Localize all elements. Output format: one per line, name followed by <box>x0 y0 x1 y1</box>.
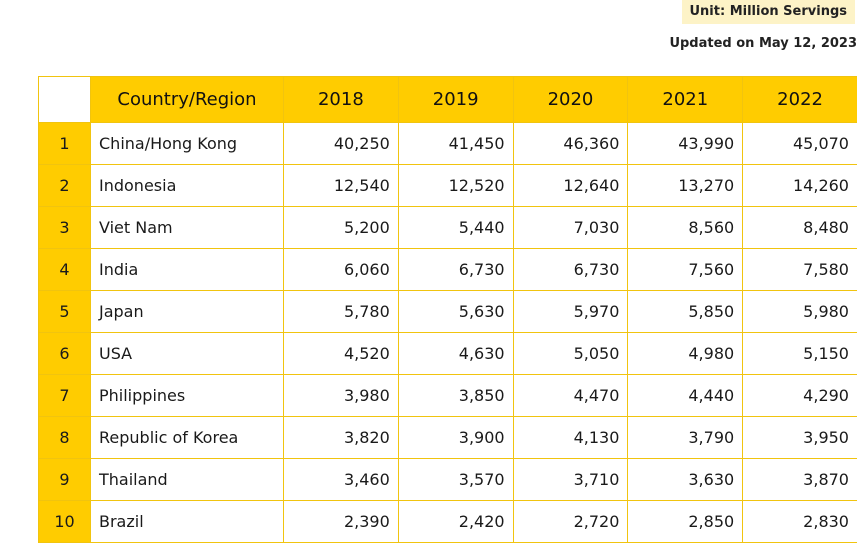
value-cell: 4,470 <box>512 374 629 417</box>
rank-cell: 6 <box>38 332 91 375</box>
value-cell: 6,060 <box>283 248 399 291</box>
value-cell: 5,630 <box>397 290 514 333</box>
value-cell: 12,640 <box>512 164 629 207</box>
value-cell: 3,710 <box>512 458 629 501</box>
table-row: 8 Republic of Korea 3,820 3,900 4,130 3,790 3,… <box>38 416 857 459</box>
rank-cell: 9 <box>38 458 91 501</box>
value-cell: 3,950 <box>742 416 857 459</box>
value-cell: 7,580 <box>742 248 857 291</box>
rank-cell: 2 <box>38 164 91 207</box>
country-cell: China/Hong Kong <box>90 122 284 165</box>
value-cell: 14,260 <box>742 164 857 207</box>
value-cell: 2,850 <box>627 500 744 543</box>
header-row: Country/Region 2018 2019 2020 2021 2022 <box>38 76 857 123</box>
value-cell: 2,720 <box>512 500 629 543</box>
value-cell: 4,980 <box>627 332 744 375</box>
country-cell: USA <box>90 332 284 375</box>
header-year: 2019 <box>397 76 514 123</box>
value-cell: 3,820 <box>283 416 399 459</box>
country-cell: Thailand <box>90 458 284 501</box>
header-country: Country/Region <box>90 76 284 123</box>
value-cell: 8,480 <box>742 206 857 249</box>
value-cell: 3,790 <box>627 416 744 459</box>
value-cell: 5,150 <box>742 332 857 375</box>
value-cell: 5,050 <box>512 332 629 375</box>
value-cell: 12,540 <box>283 164 399 207</box>
value-cell: 5,780 <box>283 290 399 333</box>
table-row: 2 Indonesia 12,540 12,520 12,640 13,270 14,260 <box>38 164 857 207</box>
rank-cell: 7 <box>38 374 91 417</box>
header-rank <box>38 76 91 123</box>
table-body: 1 China/Hong Kong 40,250 41,450 46,360 43,990… <box>38 122 857 543</box>
value-cell: 3,460 <box>283 458 399 501</box>
value-cell: 4,520 <box>283 332 399 375</box>
header-year: 2020 <box>512 76 629 123</box>
table-row: 6 USA 4,520 4,630 5,050 4,980 5,150 <box>38 332 857 375</box>
value-cell: 3,870 <box>742 458 857 501</box>
header-year: 2022 <box>742 76 857 123</box>
value-cell: 8,560 <box>627 206 744 249</box>
value-cell: 43,990 <box>627 122 744 165</box>
header-year: 2021 <box>627 76 744 123</box>
country-cell: Japan <box>90 290 284 333</box>
value-cell: 7,560 <box>627 248 744 291</box>
country-cell: Brazil <box>90 500 284 543</box>
value-cell: 13,270 <box>627 164 744 207</box>
value-cell: 4,630 <box>397 332 514 375</box>
value-cell: 4,440 <box>627 374 744 417</box>
value-cell: 12,520 <box>397 164 514 207</box>
value-cell: 6,730 <box>397 248 514 291</box>
country-cell: Philippines <box>90 374 284 417</box>
rank-cell: 4 <box>38 248 91 291</box>
rank-cell: 3 <box>38 206 91 249</box>
table-row: 9 Thailand 3,460 3,570 3,710 3,630 3,870 <box>38 458 857 501</box>
value-cell: 3,850 <box>397 374 514 417</box>
country-cell: Republic of Korea <box>90 416 284 459</box>
value-cell: 5,200 <box>283 206 399 249</box>
value-cell: 2,390 <box>283 500 399 543</box>
country-cell: Indonesia <box>90 164 284 207</box>
value-cell: 5,440 <box>397 206 514 249</box>
table-row: 4 India 6,060 6,730 6,730 7,560 7,580 <box>38 248 857 291</box>
ranking-table: Country/Region 2018 2019 2020 2021 2022 … <box>38 76 857 543</box>
unit-badge: Unit: Million Servings <box>681 0 855 24</box>
table-row: 7 Philippines 3,980 3,850 4,470 4,440 4,290 <box>38 374 857 417</box>
rank-cell: 8 <box>38 416 91 459</box>
value-cell: 2,830 <box>742 500 857 543</box>
value-cell: 3,570 <box>397 458 514 501</box>
country-cell: India <box>90 248 284 291</box>
table-row: 10 Brazil 2,390 2,420 2,720 2,850 2,830 <box>38 500 857 543</box>
table-row: 1 China/Hong Kong 40,250 41,450 46,360 43,990… <box>38 122 857 165</box>
updated-date: Updated on May 12, 2023 <box>669 36 857 51</box>
value-cell: 7,030 <box>512 206 629 249</box>
value-cell: 4,290 <box>742 374 857 417</box>
rank-cell: 5 <box>38 290 91 333</box>
value-cell: 5,970 <box>512 290 629 333</box>
value-cell: 5,980 <box>742 290 857 333</box>
value-cell: 5,850 <box>627 290 744 333</box>
country-cell: Viet Nam <box>90 206 284 249</box>
value-cell: 41,450 <box>397 122 514 165</box>
rank-cell: 1 <box>38 122 91 165</box>
value-cell: 40,250 <box>283 122 399 165</box>
value-cell: 4,130 <box>512 416 629 459</box>
value-cell: 6,730 <box>512 248 629 291</box>
rank-cell: 10 <box>38 500 91 543</box>
table-row: 3 Viet Nam 5,200 5,440 7,030 8,560 8,480 <box>38 206 857 249</box>
table-row: 5 Japan 5,780 5,630 5,970 5,850 5,980 <box>38 290 857 333</box>
value-cell: 45,070 <box>742 122 857 165</box>
value-cell: 3,630 <box>627 458 744 501</box>
header-year: 2018 <box>283 76 399 123</box>
value-cell: 2,420 <box>397 500 514 543</box>
value-cell: 46,360 <box>512 122 629 165</box>
value-cell: 3,980 <box>283 374 399 417</box>
value-cell: 3,900 <box>397 416 514 459</box>
